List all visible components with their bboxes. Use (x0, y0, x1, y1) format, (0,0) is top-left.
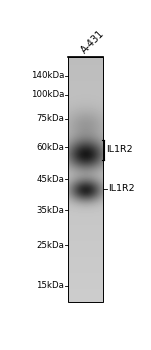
Text: 35kDa: 35kDa (36, 206, 64, 215)
Text: IL1R2: IL1R2 (108, 184, 135, 194)
Text: 100kDa: 100kDa (31, 90, 64, 99)
Text: 25kDa: 25kDa (36, 241, 64, 250)
Text: 15kDa: 15kDa (36, 281, 64, 290)
Text: A-431: A-431 (80, 28, 107, 56)
Text: 60kDa: 60kDa (36, 142, 64, 152)
Text: 75kDa: 75kDa (36, 114, 64, 123)
Text: 140kDa: 140kDa (31, 71, 64, 80)
Bar (68, 57, 103, 302)
Text: IL1R2: IL1R2 (106, 145, 133, 154)
Text: 45kDa: 45kDa (36, 175, 64, 184)
